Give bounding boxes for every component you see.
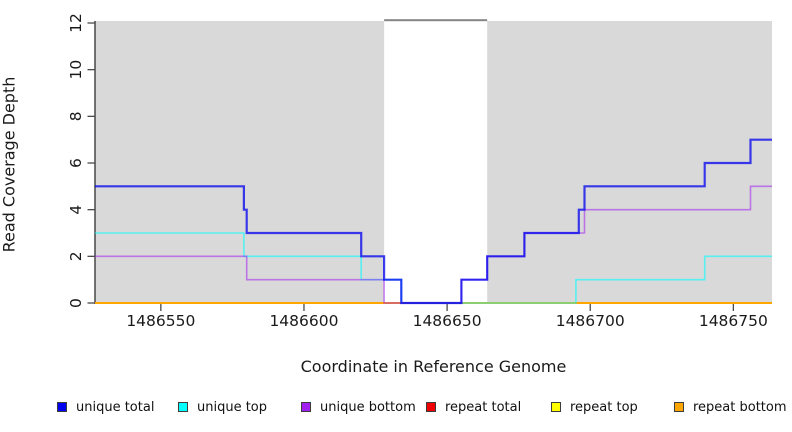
legend-label: repeat bottom	[693, 399, 787, 415]
legend-item-repeat-top: repeat top	[551, 398, 638, 416]
legend-item-repeat-bottom: repeat bottom	[674, 398, 787, 416]
y-tick-label: 12	[67, 13, 85, 33]
legend-item-repeat-total: repeat total	[426, 398, 521, 416]
legend-item-unique-top: unique top	[178, 398, 267, 416]
series-line-unique-total	[95, 138, 772, 305]
legend-label: unique total	[76, 399, 155, 415]
legend-label: repeat top	[570, 399, 638, 415]
x-tick-label: 1486600	[269, 312, 338, 330]
legend: unique total unique top unique bottom repea…	[0, 398, 792, 422]
highlight-gap-top-border	[384, 19, 488, 22]
legend-swatch-unique-bottom	[301, 402, 311, 412]
x-tick-label: 1486700	[556, 312, 625, 330]
legend-label: unique bottom	[320, 399, 416, 415]
x-tick-label: 1486750	[699, 312, 768, 330]
y-tick-label: 10	[67, 60, 85, 80]
x-tick-label: 1486550	[126, 312, 195, 330]
highlight-gap-region	[384, 21, 488, 303]
y-tick-label: 0	[67, 298, 85, 308]
plot-area: 0 2 4 6 8 10 12 1486550 1486600 1486650 1486700 148…	[67, 13, 772, 330]
legend-label: repeat total	[445, 399, 522, 415]
legend-label: unique top	[197, 399, 268, 415]
legend-swatch-repeat-top	[551, 402, 561, 412]
legend-swatch-repeat-total	[426, 402, 436, 412]
legend-swatch-unique-top	[178, 402, 188, 412]
legend-swatch-unique-total	[57, 402, 67, 412]
y-tick-label: 4	[67, 205, 85, 215]
y-tick-label: 2	[67, 251, 85, 261]
y-tick-label: 8	[67, 111, 85, 121]
x-axis-title: Coordinate in Reference Genome	[300, 357, 567, 376]
x-tick-label: 1486650	[413, 312, 482, 330]
y-tick-label: 6	[67, 158, 85, 168]
legend-item-unique-total: unique total	[57, 398, 154, 416]
legend-swatch-repeat-bottom	[674, 402, 684, 412]
y-axis-title: Read Coverage Depth	[0, 76, 19, 253]
legend-item-unique-bottom: unique bottom	[301, 398, 416, 416]
